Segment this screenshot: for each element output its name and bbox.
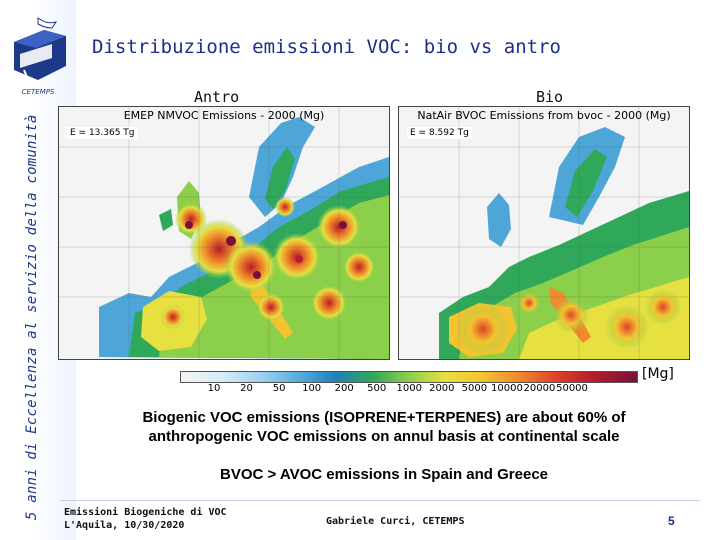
footer-author: Gabriele Curci, CETEMPS: [326, 516, 465, 527]
footer-left-line2: L'Aquila, 10/30/2020: [64, 520, 185, 531]
panel-label-bio: Bio: [536, 88, 564, 106]
footer-left-line1: Emissioni Biogeniche di VOC: [64, 507, 227, 518]
page-number: 5: [668, 514, 675, 528]
colorbar-tick: 5000: [461, 383, 488, 394]
footer-left: Emissioni Biogeniche di VOC L'Aquila, 10…: [64, 506, 227, 532]
colorbar: [180, 371, 638, 383]
footer-divider: [60, 500, 700, 501]
map-total-bio: E = 8.592 Tg: [407, 127, 472, 139]
colorbar-tick: 100: [302, 383, 322, 394]
map-title-bio: NatAir BVOC Emissions from bvoc - 2000 (…: [417, 109, 671, 122]
map-title-antro: EMEP NMVOC Emissions - 2000 (Mg): [123, 109, 325, 122]
colorbar-tick: 1000: [396, 383, 422, 394]
europe-antro-emissions-map: [59, 107, 389, 359]
colorbar-unit: [Mg]: [642, 366, 674, 382]
panel-label-antro: Antro: [194, 88, 240, 106]
finding-text-2: BVOC > AVOC emissions in Spain and Greec…: [219, 466, 548, 483]
colorbar-tick: 20: [240, 383, 253, 394]
map-anthropogenic: EMEP NMVOC Emissions - 2000 (Mg) E = 13.…: [58, 106, 390, 360]
logo-label: CETEMPS: [21, 88, 55, 96]
map-total-antro: E = 13.365 Tg: [67, 127, 138, 139]
colorbar-tick: 50: [272, 383, 286, 394]
colorbar-tick: 20000: [523, 383, 556, 394]
colorbar-tick: 200: [334, 383, 354, 394]
europe-bio-emissions-map: [399, 107, 689, 359]
finding-line-1: Biogenic VOC emissions (ISOPRENE+TERPENE…: [142, 409, 626, 426]
vertical-tagline: 5 anni di Eccellenza al servizio della c…: [24, 114, 40, 520]
finding-line-2: anthropogenic VOC emissions on annul bas…: [148, 428, 620, 445]
colorbar-tick: 50000: [556, 383, 588, 394]
colorbar-tick: 2000: [429, 383, 455, 394]
colorbar-tick: 10: [207, 383, 221, 394]
finding-text-1: Biogenic VOC emissions (ISOPRENE+TERPENE…: [84, 408, 684, 446]
colorbar-tick: 10000: [491, 383, 523, 394]
colorbar-tick: 500: [367, 383, 387, 394]
cetemps-logo: [8, 14, 70, 88]
slide-title: Distribuzione emissioni VOC: bio vs antr…: [92, 36, 561, 58]
map-biogenic: NatAir BVOC Emissions from bvoc - 2000 (…: [398, 106, 690, 360]
